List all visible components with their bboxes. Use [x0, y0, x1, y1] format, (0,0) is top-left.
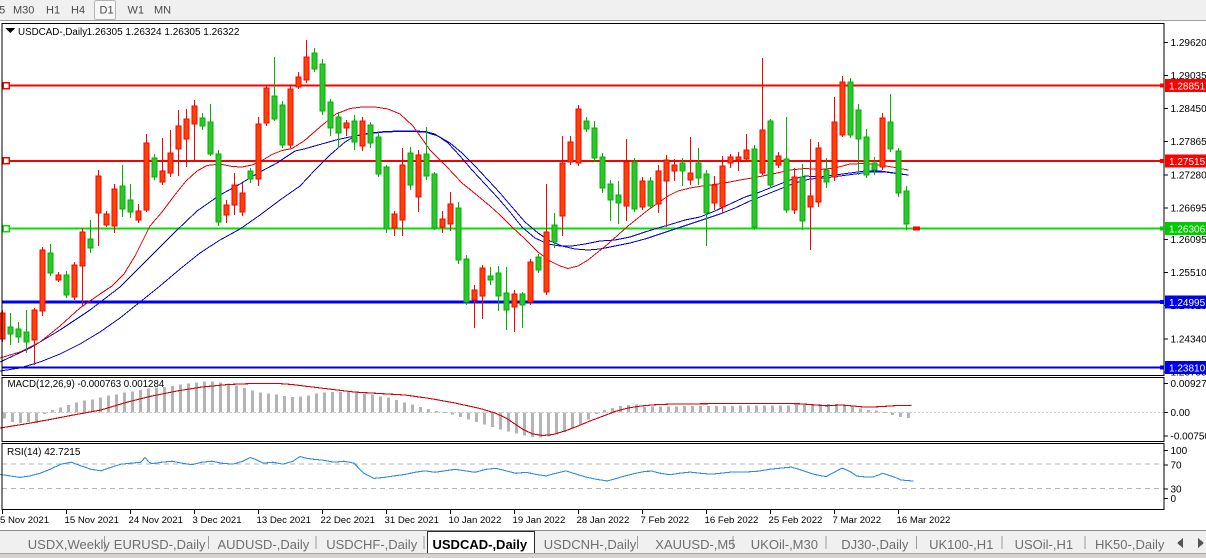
- svg-text:USDCHF-,Daily: USDCHF-,Daily: [326, 537, 418, 552]
- svg-text:100: 100: [1171, 446, 1188, 457]
- svg-text:24 Nov 2021: 24 Nov 2021: [129, 515, 183, 526]
- svg-text:22 Dec 2021: 22 Dec 2021: [321, 515, 375, 526]
- svg-text:1.24995: 1.24995: [1169, 298, 1206, 309]
- svg-text:MACD(12,26,9) -0.000763 0.0012: MACD(12,26,9) -0.000763 0.001284: [8, 379, 165, 390]
- svg-text:28 Jan 2022: 28 Jan 2022: [577, 515, 630, 526]
- svg-text:USDCNH-,Daily: USDCNH-,Daily: [544, 537, 637, 552]
- svg-text:DJ30-,Daily: DJ30-,Daily: [841, 537, 909, 552]
- svg-text:7 Feb 2022: 7 Feb 2022: [641, 515, 690, 526]
- svg-text:0: 0: [1171, 494, 1177, 505]
- svg-text:1.26695: 1.26695: [1171, 203, 1206, 214]
- svg-text:16 Mar 2022: 16 Mar 2022: [897, 515, 951, 526]
- svg-text:10 Jan 2022: 10 Jan 2022: [449, 515, 502, 526]
- svg-text:1.26095: 1.26095: [1171, 235, 1206, 246]
- svg-text:1.23810: 1.23810: [1169, 363, 1206, 374]
- svg-text:1.29620: 1.29620: [1171, 38, 1206, 49]
- svg-text:3 Dec 2021: 3 Dec 2021: [193, 515, 242, 526]
- svg-text:RSI(14) 42.7215: RSI(14) 42.7215: [7, 447, 81, 458]
- svg-text:H4: H4: [71, 5, 85, 17]
- svg-text:USDX,Weekly: USDX,Weekly: [28, 537, 111, 552]
- svg-text:USDCAD-,Daily: USDCAD-,Daily: [18, 27, 87, 38]
- svg-text:1.25510: 1.25510: [1171, 268, 1206, 279]
- svg-text:1.29035: 1.29035: [1171, 71, 1206, 82]
- svg-text:1.26305 1.26324 1.26305 1.2632: 1.26305 1.26324 1.26305 1.26322: [87, 27, 240, 38]
- svg-text:UKOil-,M30: UKOil-,M30: [751, 537, 818, 552]
- svg-text:30: 30: [1171, 485, 1183, 496]
- svg-text:13 Dec 2021: 13 Dec 2021: [257, 515, 311, 526]
- svg-text:W1: W1: [128, 5, 145, 17]
- svg-text:H1: H1: [46, 5, 60, 17]
- svg-text:16 Feb 2022: 16 Feb 2022: [705, 515, 759, 526]
- svg-text:0.00: 0.00: [1171, 408, 1191, 419]
- svg-text:7 Mar 2022: 7 Mar 2022: [833, 515, 882, 526]
- svg-text:1.28450: 1.28450: [1171, 104, 1206, 115]
- svg-text:USOil-,H1: USOil-,H1: [1015, 537, 1074, 552]
- svg-text:D1: D1: [100, 5, 114, 17]
- svg-text:1.24340: 1.24340: [1171, 334, 1206, 345]
- svg-text:1.27515: 1.27515: [1169, 157, 1206, 168]
- svg-text:1.26306: 1.26306: [1169, 225, 1206, 236]
- svg-text:1.28851: 1.28851: [1169, 82, 1206, 93]
- svg-text:USDCAD-,Daily: USDCAD-,Daily: [433, 537, 528, 552]
- svg-text:-0.007504: -0.007504: [1171, 432, 1206, 443]
- svg-text:19 Jan 2022: 19 Jan 2022: [513, 515, 566, 526]
- svg-text:5 Nov 2021: 5 Nov 2021: [0, 515, 49, 526]
- svg-text:M30: M30: [13, 5, 34, 17]
- svg-text:70: 70: [1171, 461, 1183, 472]
- svg-text:M5: M5: [0, 5, 5, 17]
- svg-text:1.27865: 1.27865: [1171, 137, 1206, 148]
- svg-text:AUDUSD-,Daily: AUDUSD-,Daily: [218, 537, 310, 552]
- svg-text:MN: MN: [154, 5, 171, 17]
- svg-text:25 Feb 2022: 25 Feb 2022: [769, 515, 823, 526]
- svg-text:31 Dec 2021: 31 Dec 2021: [385, 515, 439, 526]
- svg-text:UK100-,H1: UK100-,H1: [929, 537, 993, 552]
- svg-text:0.009278: 0.009278: [1171, 379, 1206, 390]
- svg-text:1.27280: 1.27280: [1171, 170, 1206, 181]
- svg-text:15 Nov 2021: 15 Nov 2021: [65, 515, 119, 526]
- svg-text:HK50-,Daily: HK50-,Daily: [1095, 537, 1165, 552]
- svg-text:EURUSD-,Daily: EURUSD-,Daily: [114, 537, 206, 552]
- svg-text:XAUUSD-,M5: XAUUSD-,M5: [655, 537, 735, 552]
